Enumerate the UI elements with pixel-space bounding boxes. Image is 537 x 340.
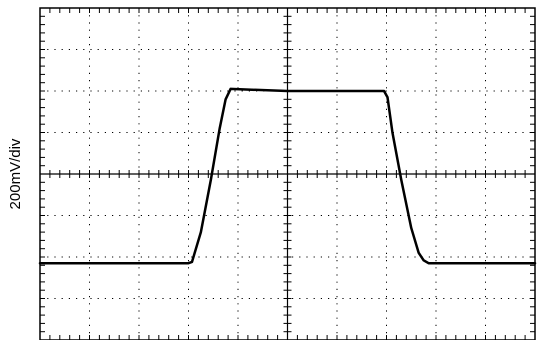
series-line [38, 87, 537, 265]
y-axis-label: 200mV/div [7, 138, 24, 209]
tick-marks [40, 8, 535, 340]
plot-frame [39, 7, 536, 340]
